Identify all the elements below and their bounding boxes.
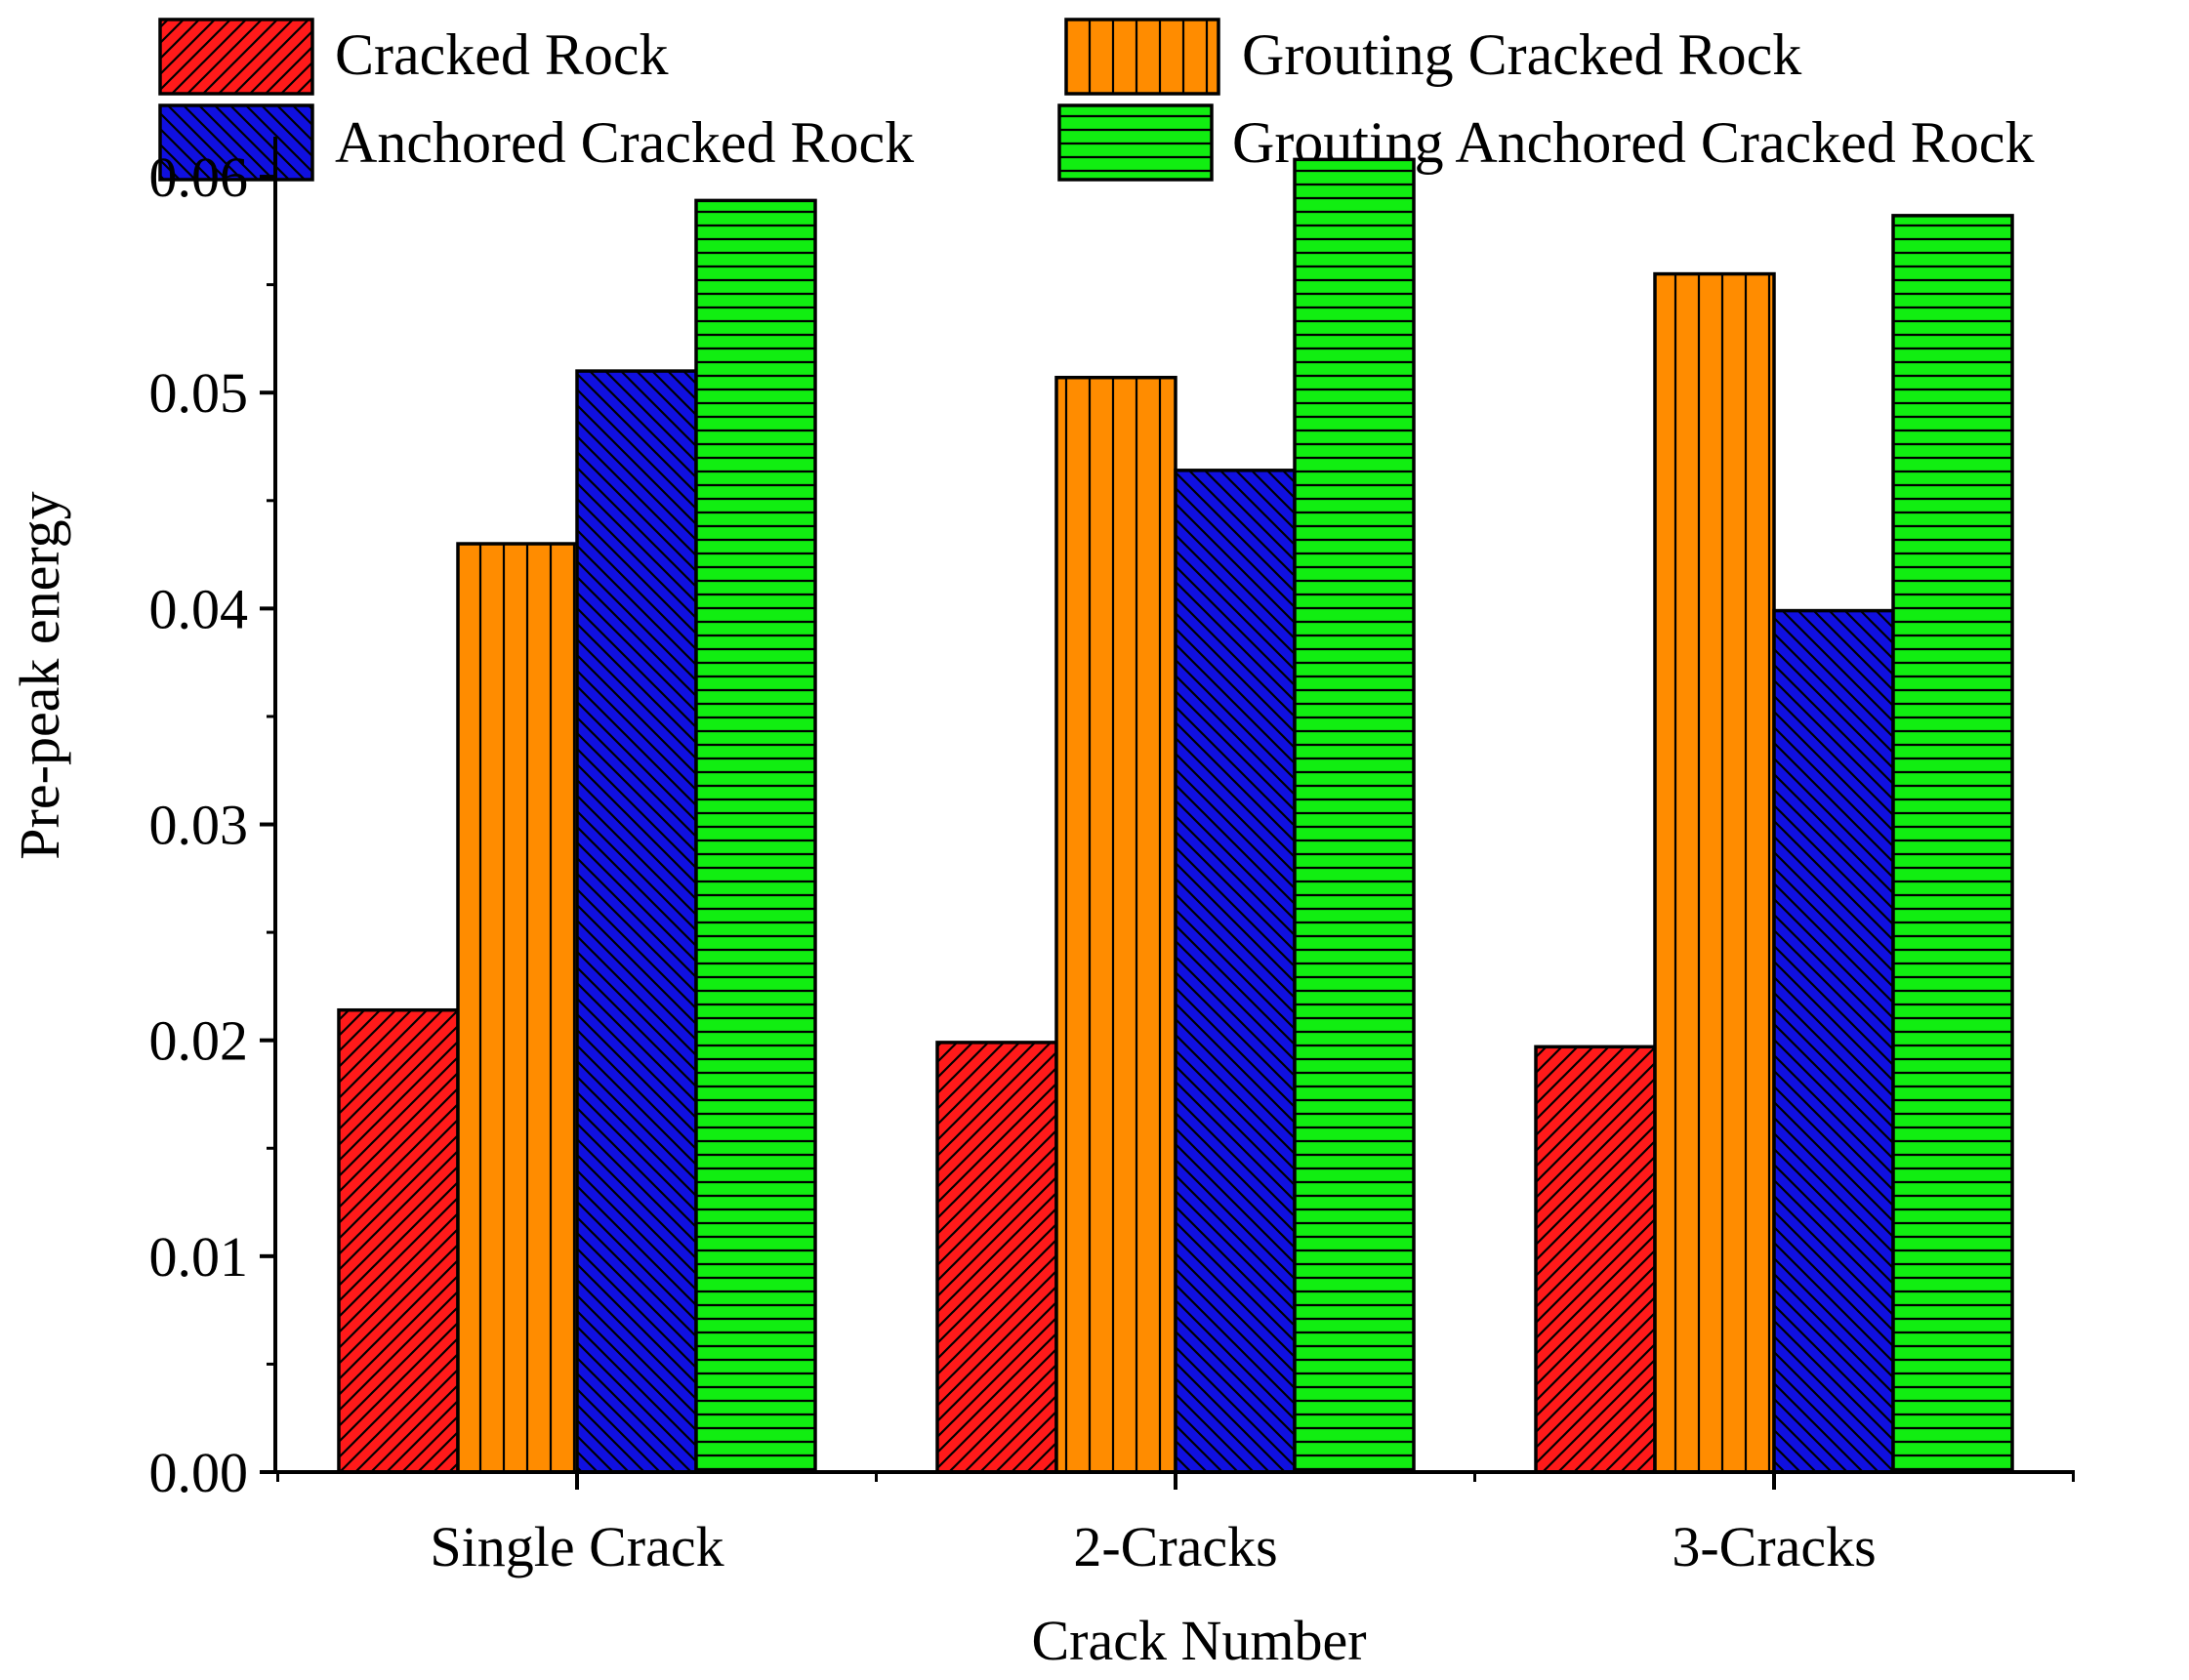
legend: Cracked Rock Grouting Cracked Rock Anchore… (158, 18, 2034, 182)
y-tick-label: 0.01 (149, 1225, 249, 1289)
legend-label-anchored-cracked-rock: Anchored Cracked Rock (335, 110, 914, 175)
y-axis-label: Pre-peak energy (8, 491, 71, 859)
y-tick-label: 0.02 (149, 1009, 249, 1073)
bar-grouting-cracked-rock-3-cracks (1653, 271, 1776, 1474)
y-tick-label: 0.00 (149, 1441, 249, 1504)
bar-grouting-cracked-rock-single-crack (456, 542, 579, 1474)
bar-anchored-cracked-rock-2-cracks (1174, 469, 1297, 1474)
x-tick-label: 3-Cracks (1672, 1515, 1876, 1578)
x-axis-label: Crack Number (1031, 1609, 1366, 1672)
bar-grouting-cracked-rock-2-cracks (1054, 375, 1177, 1474)
bar-cracked-rock-single-crack (337, 1007, 460, 1474)
bar-grouting-anchored-cracked-rock-single-crack (694, 198, 817, 1474)
legend-swatch-grouting-anchored-cracked-rock (1057, 103, 1214, 182)
y-tick-label: 0.04 (149, 577, 249, 640)
bar-cracked-rock-2-cracks (935, 1041, 1058, 1474)
bar-anchored-cracked-rock-3-cracks (1772, 608, 1895, 1474)
bar-grouting-anchored-cracked-rock-2-cracks (1293, 157, 1416, 1474)
legend-swatch-cracked-rock (158, 18, 314, 96)
legend-label-grouting-cracked-rock: Grouting Cracked Rock (1242, 22, 1801, 87)
x-tick-label: 2-Cracks (1073, 1515, 1277, 1578)
bar-cracked-rock-3-cracks (1534, 1045, 1657, 1474)
axes: 0.00 0.01 0.02 0.03 0.04 0.05 0.06 Single Crack… (149, 137, 2075, 1578)
legend-swatch-anchored-cracked-rock (158, 103, 314, 182)
legend-swatch-grouting-cracked-rock (1064, 18, 1220, 96)
legend-label-cracked-rock: Cracked Rock (335, 22, 669, 87)
bar-anchored-cracked-rock-single-crack (575, 369, 698, 1474)
bars (337, 157, 2014, 1474)
bar-grouting-anchored-cracked-rock-3-cracks (1891, 214, 2014, 1474)
y-tick-label: 0.05 (149, 361, 249, 425)
y-tick-label: 0.06 (149, 145, 249, 209)
x-tick-label: Single Crack (430, 1515, 723, 1578)
y-tick-label: 0.03 (149, 794, 249, 857)
